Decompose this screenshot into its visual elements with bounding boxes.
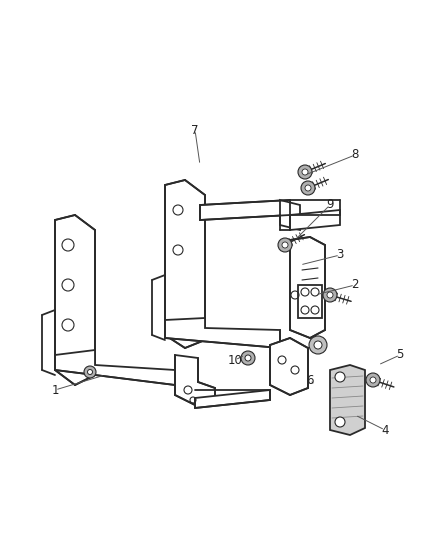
Polygon shape: [270, 338, 308, 395]
Text: 4: 4: [381, 424, 389, 437]
Polygon shape: [175, 355, 215, 405]
Polygon shape: [330, 365, 365, 435]
Polygon shape: [165, 180, 205, 348]
Circle shape: [323, 288, 337, 302]
Circle shape: [370, 377, 376, 383]
Polygon shape: [165, 318, 280, 348]
Text: 7: 7: [191, 124, 199, 136]
Text: 8: 8: [351, 149, 359, 161]
Circle shape: [335, 417, 345, 427]
Circle shape: [245, 355, 251, 361]
Polygon shape: [290, 237, 325, 338]
Polygon shape: [55, 215, 95, 385]
Circle shape: [327, 292, 333, 298]
Circle shape: [298, 165, 312, 179]
Text: 9: 9: [326, 198, 334, 212]
Circle shape: [84, 366, 96, 378]
Polygon shape: [55, 350, 175, 385]
Polygon shape: [290, 210, 340, 230]
Polygon shape: [298, 285, 322, 318]
Polygon shape: [200, 200, 290, 220]
Circle shape: [241, 351, 255, 365]
Circle shape: [305, 185, 311, 191]
Circle shape: [314, 341, 322, 349]
Circle shape: [366, 373, 380, 387]
Text: 1: 1: [51, 384, 59, 397]
Text: 10: 10: [228, 353, 243, 367]
Circle shape: [301, 181, 315, 195]
Text: 3: 3: [336, 248, 344, 262]
Text: 2: 2: [351, 279, 359, 292]
Circle shape: [282, 242, 288, 248]
Circle shape: [302, 169, 308, 175]
Circle shape: [88, 369, 92, 375]
Circle shape: [278, 238, 292, 252]
Text: 6: 6: [306, 374, 314, 386]
Polygon shape: [280, 200, 300, 230]
Polygon shape: [195, 390, 270, 408]
Circle shape: [309, 336, 327, 354]
Text: 5: 5: [396, 349, 404, 361]
Circle shape: [335, 372, 345, 382]
